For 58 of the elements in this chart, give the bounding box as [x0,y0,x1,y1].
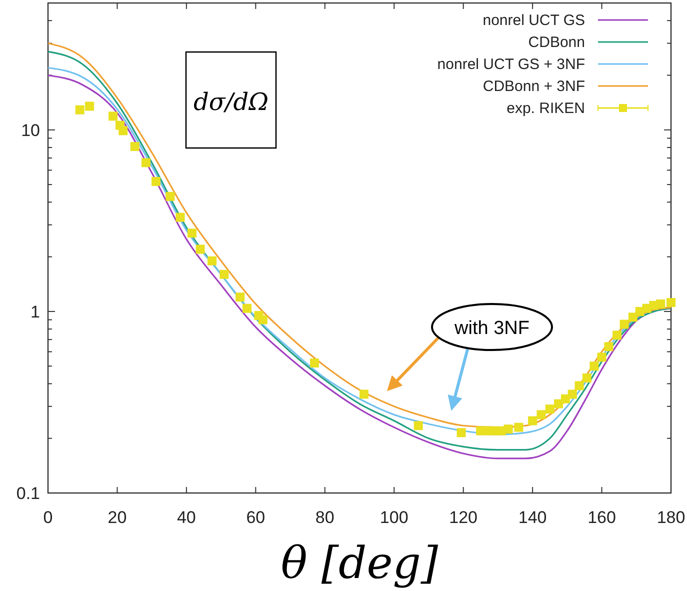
y-tick-label: 10 [21,120,40,140]
x-tick-label: 40 [176,508,196,527]
annotation: with 3NF [454,318,530,339]
legend-label: exp. RIKEN [506,100,585,117]
point [75,105,84,114]
x-tick-label: 100 [380,508,408,527]
point [574,381,584,390]
point [414,421,423,430]
point [166,192,175,201]
x-tick-label: 60 [246,508,266,527]
point [208,256,217,266]
x-tick-label: 80 [315,508,334,527]
point [628,312,638,322]
y-tick-label: 1 [30,302,40,322]
x-tick-label: 120 [449,508,478,527]
point [604,342,614,352]
point [612,330,622,340]
x-tick-label: 0 [43,508,53,527]
x-tick-label: 180 [656,508,686,527]
point [236,292,245,302]
point [528,416,538,426]
point [536,410,546,420]
point [220,270,229,279]
point [242,304,252,313]
point [504,424,513,434]
legend-label: nonrel UCT GS [482,12,585,29]
point [176,212,185,222]
point [360,390,368,399]
point [590,362,599,371]
point [666,298,676,308]
point [108,112,118,121]
x-tick-label: 160 [588,508,616,527]
point [130,142,140,152]
legend-label: nonrel UCT GS + 3NF [437,56,585,73]
point [656,299,666,308]
y-tick-label: 0.1 [16,484,40,503]
legend-label: CDBonn + 3NF [482,78,585,95]
x-tick-label: 140 [518,508,547,527]
point [554,399,564,408]
point [620,320,629,329]
point [118,126,128,136]
point [151,176,160,186]
point [568,390,577,399]
point [187,228,196,238]
point [514,422,524,432]
point [310,358,320,368]
point [545,404,554,414]
x-tick-label: 20 [108,508,127,527]
y-axis-title: dσ/dΩ [193,88,269,116]
x-axis-title: θ [deg] [280,538,439,589]
point [582,373,592,382]
point [85,102,94,111]
legend-label: CDBonn [528,34,585,51]
point [597,352,606,362]
point [560,394,570,404]
point [196,244,205,254]
point [456,428,466,438]
point [141,158,150,168]
